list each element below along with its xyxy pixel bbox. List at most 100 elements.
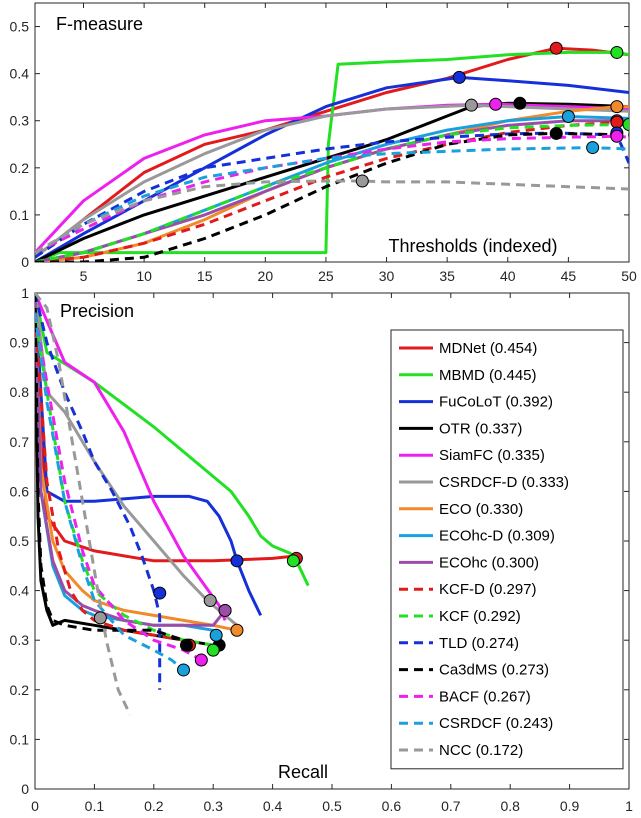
- series-marker-csrdcf: [586, 141, 600, 155]
- series-marker-kcf-d: [610, 115, 624, 129]
- series-marker-siamfc: [489, 97, 503, 111]
- series-group: [35, 41, 629, 262]
- legend-label-kcf: KCF (0.292): [439, 608, 521, 625]
- series-marker-bacf: [610, 129, 624, 143]
- legend-label-csrdcf-d: CSRDCF-D (0.333): [439, 474, 569, 491]
- x-tick-label: 0.7: [441, 798, 461, 814]
- x-tick-label: 10: [136, 268, 152, 284]
- legend-label-ncc: NCC (0.172): [439, 742, 523, 759]
- series-marker-eco: [610, 100, 624, 114]
- x-tick-label: 0.3: [203, 798, 223, 814]
- series-line-mbmd: [35, 50, 629, 262]
- series-line-ecohc: [35, 293, 227, 627]
- y-tick-label: 0.1: [10, 731, 30, 747]
- series-line-ncc: [35, 293, 132, 716]
- legend-label-siamfc: SiamFC (0.335): [439, 447, 545, 464]
- x-axis-label: Recall: [278, 762, 328, 782]
- series-line-bacf: [35, 312, 203, 662]
- series-line-ncc: [35, 179, 629, 254]
- y-tick-label: 0.4: [10, 66, 30, 82]
- x-tick-label: 0.1: [85, 798, 105, 814]
- series-line-tld: [35, 293, 162, 690]
- series-marker-eco: [230, 623, 244, 637]
- x-tick-label: 5: [80, 268, 88, 284]
- y-tick-label: 0.2: [10, 682, 30, 698]
- x-tick-label: 0.8: [500, 798, 520, 814]
- y-tick-label: 1: [21, 285, 29, 301]
- series-marker-mbmd: [610, 45, 624, 59]
- x-tick-label: 15: [197, 268, 213, 284]
- series-marker-mbmd: [286, 554, 300, 568]
- legend-label-csrdcf: CSRDCF (0.243): [439, 715, 553, 732]
- series-marker-ecohc-d: [209, 628, 223, 642]
- series-marker-ecohc-d: [561, 109, 575, 123]
- y-tick-label: 0.7: [10, 434, 30, 450]
- series-marker-ca3dms: [549, 126, 563, 140]
- x-tick-label: 25: [318, 268, 334, 284]
- legend-label-bacf: BACF (0.267): [439, 688, 531, 705]
- x-tick-label: 0.9: [560, 798, 580, 814]
- x-tick-label: 35: [439, 268, 455, 284]
- series-line-kcf: [35, 123, 629, 262]
- series-line-eco: [35, 293, 238, 632]
- series-marker-csrdcf: [177, 663, 190, 677]
- x-tick-label: 50: [621, 268, 637, 284]
- panel-title: Precision: [60, 301, 134, 321]
- x-tick-label: 30: [379, 268, 395, 284]
- legend-label-tld: TLD (0.274): [439, 635, 519, 652]
- legend-label-otr: OTR (0.337): [439, 420, 522, 437]
- y-tick-label: 0.4: [10, 583, 30, 599]
- series-marker-tld: [153, 586, 167, 600]
- x-tick-label: 1: [625, 798, 633, 814]
- series-marker-ca3dms: [179, 638, 193, 652]
- y-tick-label: 0.6: [10, 483, 30, 499]
- panel-title: F-measure: [56, 14, 143, 34]
- y-tick-label: 0: [21, 781, 29, 797]
- series-marker-bacf: [194, 653, 208, 667]
- series-marker-ecohc: [218, 603, 232, 617]
- series-marker-ncc: [355, 174, 369, 188]
- legend-label-kcf-d: KCF-D (0.297): [439, 581, 537, 598]
- x-tick-label: 20: [258, 268, 274, 284]
- x-axis-label: Thresholds (indexed): [388, 236, 557, 256]
- x-tick-label: 0.5: [322, 798, 342, 814]
- series-line-kcf-d: [35, 312, 196, 647]
- fmeasure-panel: 5 10 15 20 25 30 35 40 45 50 0 0.1 0.2 0.3 0.4 0.5 F-mea…: [10, 2, 637, 284]
- precision-recall-panel: 0 0.1 0.2 0.3 0.4 0.5 0.6 0.7 0.8 0.9 1 0 0.1 0.2 0.3 0…: [10, 285, 634, 814]
- legend-label-ca3dms: Ca3dMS (0.273): [439, 662, 549, 679]
- series-marker-fucolot: [230, 554, 244, 568]
- x-tick-label: 0.4: [263, 798, 283, 814]
- legend-label-fucolot: FuCoLoT (0.392): [439, 394, 553, 411]
- series-line-ca3dms: [35, 131, 629, 262]
- series-line-tld: [35, 131, 629, 259]
- series-marker-otr: [513, 96, 527, 110]
- x-tick-label: 45: [561, 268, 577, 284]
- y-tick-label: 0.3: [10, 113, 30, 129]
- series-marker-csrdcf-d: [464, 98, 478, 112]
- y-tick-label: 0.5: [10, 533, 30, 549]
- x-tick-label: 0: [31, 798, 39, 814]
- x-tick-label: 40: [500, 268, 516, 284]
- series-marker-ncc: [93, 611, 107, 625]
- y-tick-label: 0.9: [10, 335, 30, 351]
- y-tick-label: 0.2: [10, 160, 30, 176]
- series-line-csrdcf: [35, 146, 629, 254]
- legend-label-mbmd: MBMD (0.445): [439, 367, 537, 384]
- legend-label-ecohc-d: ECOhc-D (0.309): [439, 528, 555, 545]
- series-line-csrdcf-d: [35, 103, 629, 259]
- series-line-kcf: [35, 317, 221, 652]
- series-marker-csrdcf-d: [203, 594, 217, 608]
- series-marker-kcf: [622, 117, 629, 131]
- legend: MDNet (0.454) MBMD (0.445) FuCoLoT (0.392)…: [390, 329, 624, 770]
- x-tick-label: 0.6: [382, 798, 402, 814]
- series-marker-fucolot: [452, 70, 466, 84]
- y-tick-label: 0.1: [10, 207, 30, 223]
- series-line-ca3dms: [35, 293, 196, 647]
- y-tick-label: 0.3: [10, 632, 30, 648]
- series-group: [35, 293, 310, 716]
- legend-label-eco: ECO (0.330): [439, 501, 523, 518]
- series-marker-kcf: [206, 643, 220, 657]
- legend-label-mdnet: MDNet (0.454): [439, 340, 537, 357]
- y-tick-label: 0.8: [10, 384, 30, 400]
- x-tick-label: 0.2: [144, 798, 164, 814]
